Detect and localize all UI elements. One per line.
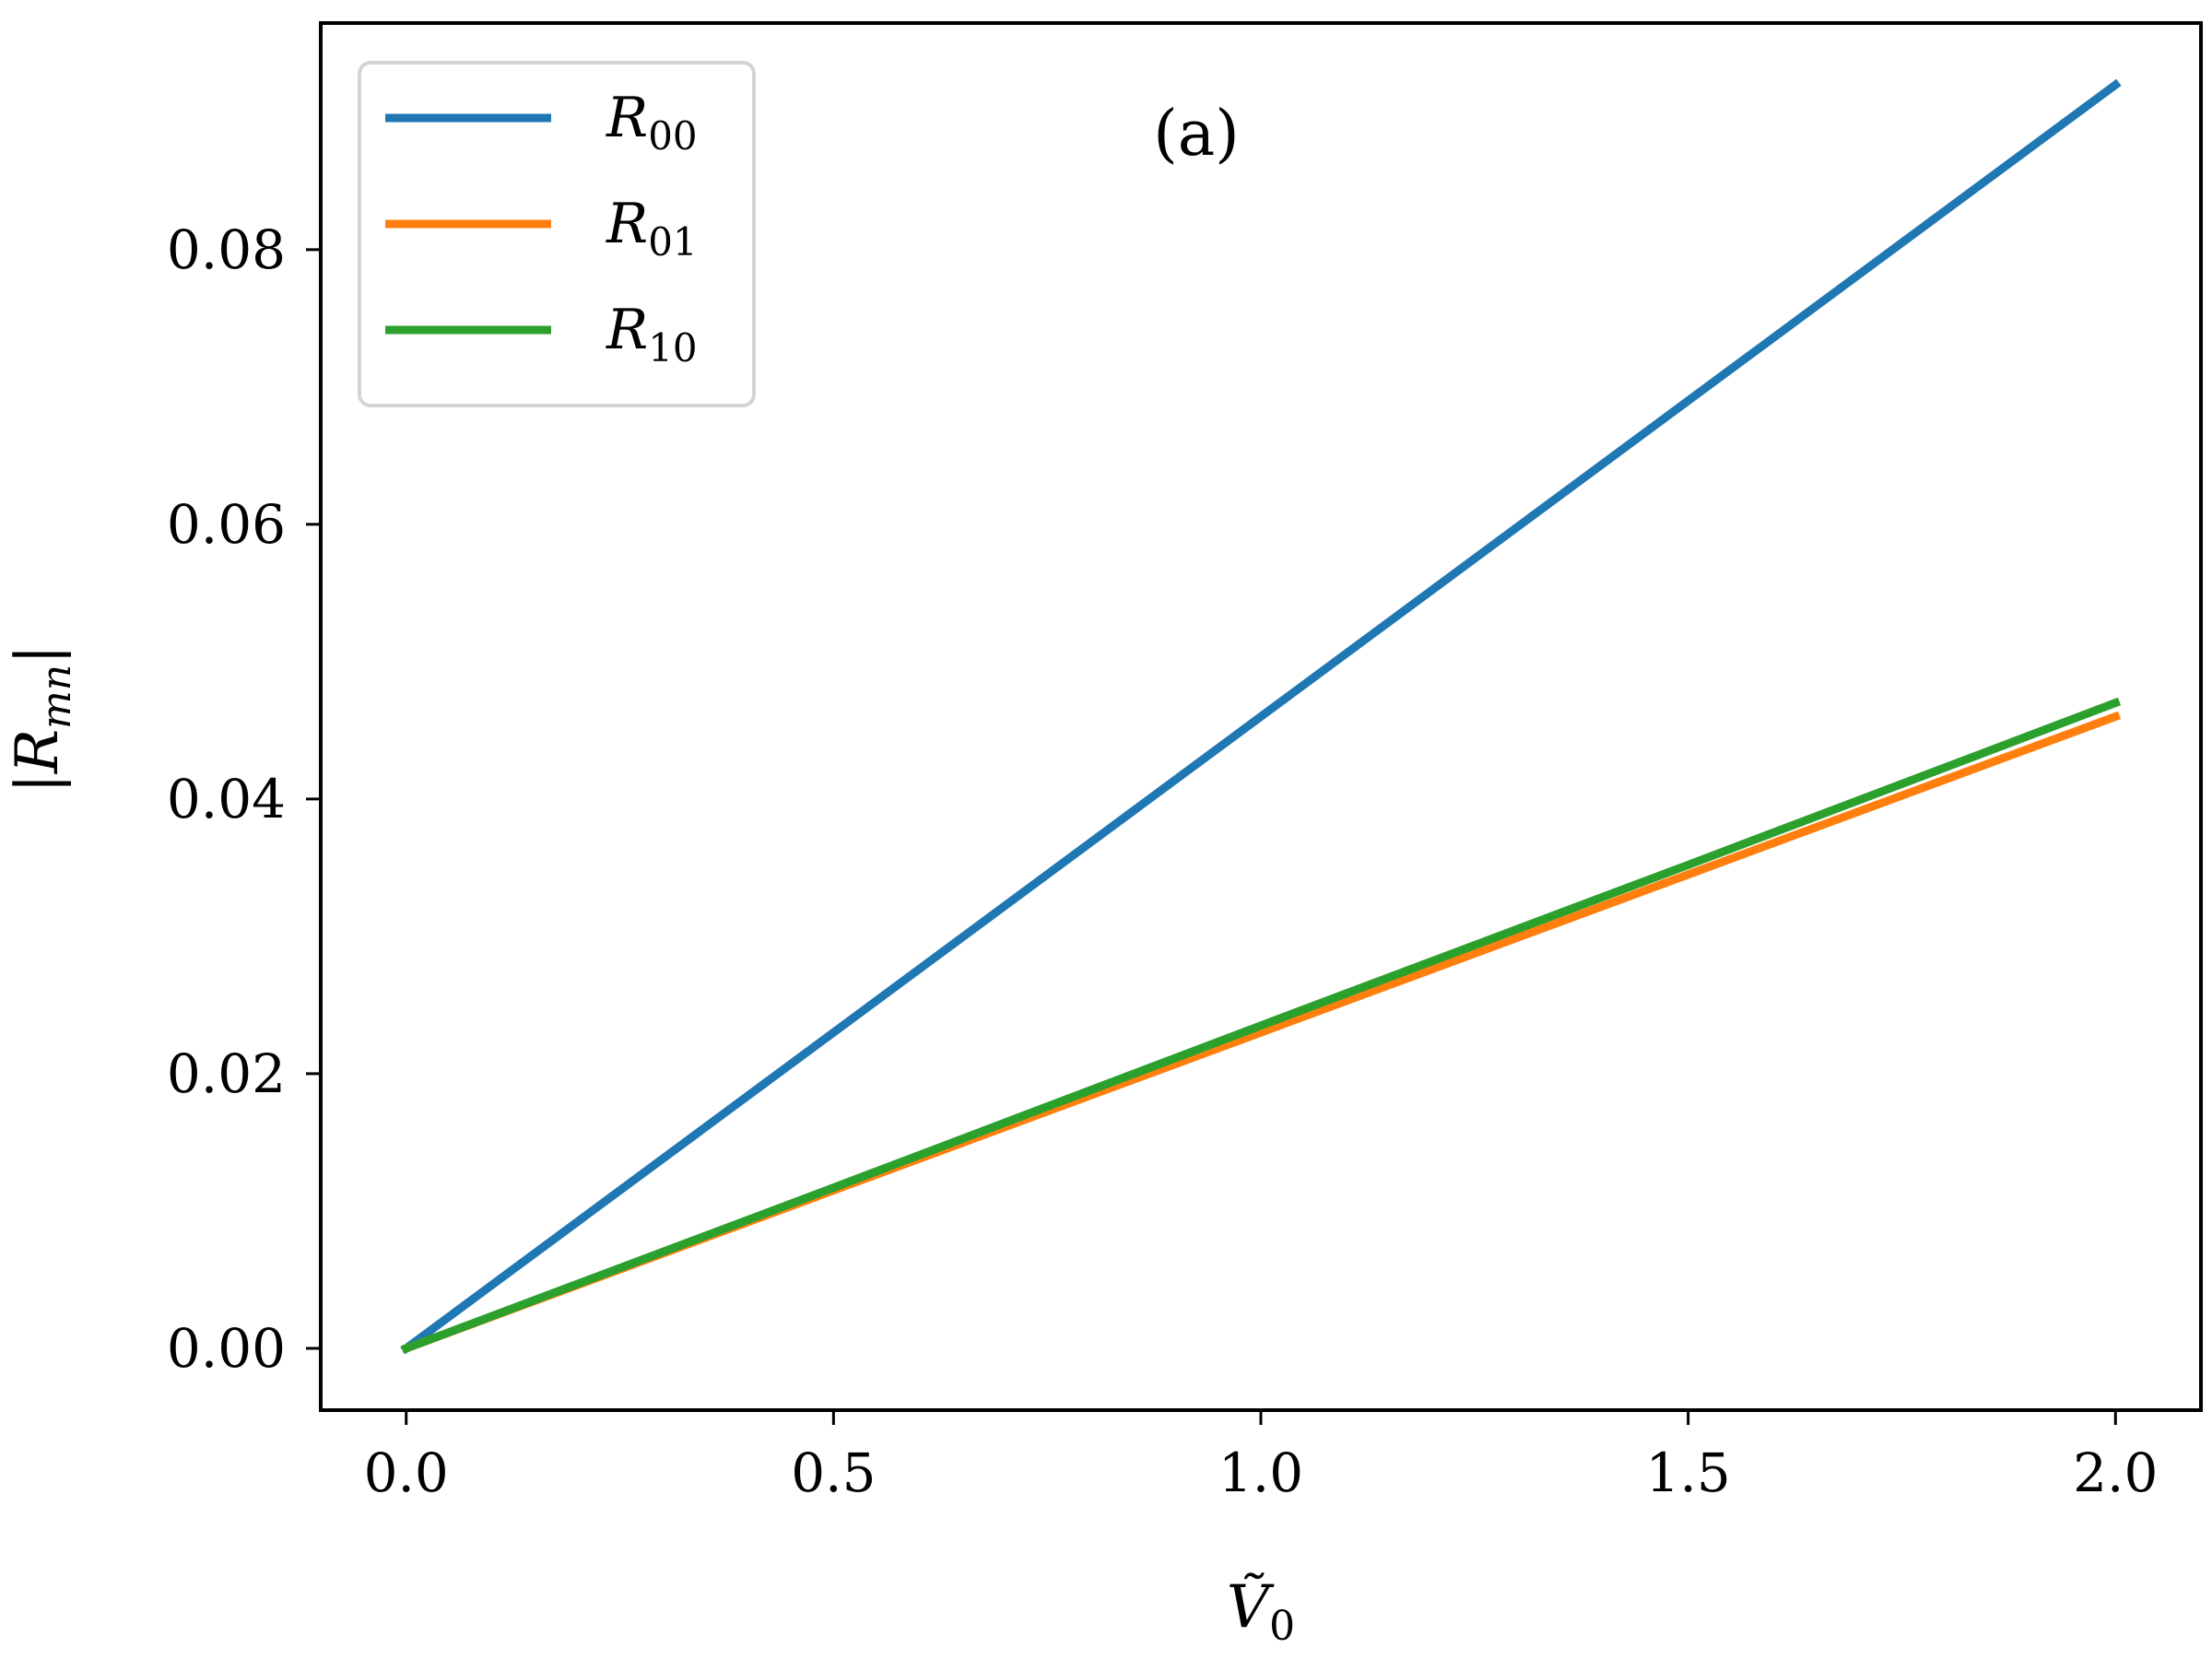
x-axis-label: Ṽ0 bbox=[1227, 1572, 1295, 1650]
x-tick-label: 1.0 bbox=[1218, 1441, 1303, 1504]
y-axis-label-sub: mn bbox=[33, 665, 80, 729]
legend-label-sub: 00 bbox=[648, 113, 697, 159]
legend-label-main: R bbox=[606, 86, 648, 150]
series-line-10 bbox=[400, 697, 2122, 1354]
x-tick-label: 0.5 bbox=[791, 1441, 876, 1504]
y-tick-label: 0.08 bbox=[167, 218, 286, 281]
y-axis-label-main: |R bbox=[4, 729, 72, 794]
legend-label-main: R bbox=[606, 298, 648, 362]
y-axis-label: |Rmn| bbox=[4, 644, 80, 793]
y-tick-label: 0.02 bbox=[167, 1042, 286, 1105]
y-tick-label: 0.00 bbox=[167, 1317, 286, 1380]
y-axis-label-close: | bbox=[4, 644, 72, 665]
legend-box bbox=[358, 61, 756, 407]
panel-label: (a) bbox=[1153, 98, 1240, 171]
legend-label-10: R10 bbox=[606, 298, 698, 371]
x-axis-label-main: Ṽ bbox=[1227, 1572, 1275, 1641]
legend-label-00: R00 bbox=[606, 86, 698, 159]
legend-label-01: R01 bbox=[606, 192, 698, 265]
legend-label-main: R bbox=[606, 192, 648, 256]
y-tick-label: 0.04 bbox=[167, 768, 286, 830]
legend-label-sub: 10 bbox=[648, 325, 697, 371]
series-layer bbox=[400, 78, 2122, 1355]
axes-frame bbox=[319, 21, 2203, 1412]
x-tick-label: 1.5 bbox=[1646, 1441, 1731, 1504]
x-axis-label-sub: 0 bbox=[1269, 1603, 1295, 1650]
series-line-00 bbox=[400, 78, 2122, 1355]
ticks-layer: 0.0 0.5 1.0 1.5 2.0 0.00 0.02 0.04 0.06 0.08 bbox=[167, 218, 2159, 1504]
x-tick-label: 0.0 bbox=[364, 1441, 449, 1504]
x-tick-label: 2.0 bbox=[2073, 1441, 2158, 1504]
legend-label-sub: 01 bbox=[648, 219, 697, 265]
y-tick-label: 0.06 bbox=[167, 493, 286, 556]
